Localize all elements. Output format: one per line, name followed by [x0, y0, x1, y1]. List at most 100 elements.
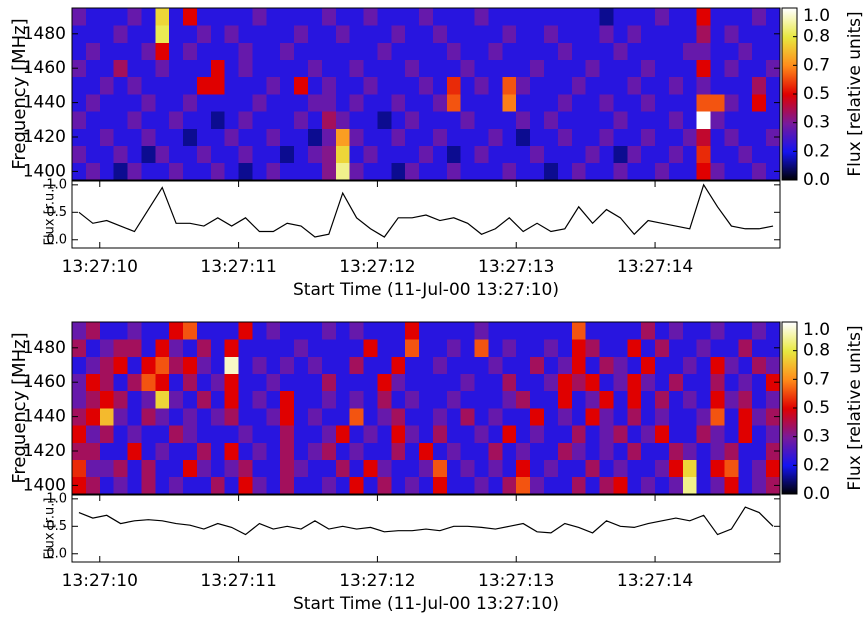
heatmap-cell [474, 162, 489, 181]
heatmap-cell [363, 145, 378, 164]
colorbar-segment [782, 78, 797, 81]
colorbar-tick-label: 0.8 [803, 341, 830, 361]
heatmap-cell [599, 356, 614, 374]
heatmap-cell [682, 373, 698, 392]
heatmap-cell [377, 128, 392, 146]
heatmap-cell [724, 162, 739, 181]
heatmap-cell [682, 442, 698, 460]
colorbar-segment [782, 132, 797, 135]
heatmap-cell [155, 373, 170, 392]
heatmap-cell [571, 425, 587, 443]
heatmap-cell [308, 459, 323, 478]
heatmap-cell [196, 59, 212, 78]
heatmap-cell [738, 59, 753, 78]
heatmap-cell [335, 408, 351, 426]
colorbar-segment [782, 398, 797, 401]
heatmap-cell [668, 425, 684, 443]
heatmap-cell [349, 59, 364, 78]
heatmap-cell [391, 94, 406, 112]
colorbar-segment [782, 82, 797, 85]
heatmap-cell [99, 408, 115, 426]
heatmap-cell [72, 356, 87, 374]
y-tick-label: 0.5 [46, 205, 67, 220]
colorbar-segment [782, 74, 797, 77]
heatmap-cell [627, 373, 642, 392]
heatmap-cell [655, 373, 670, 392]
heatmap-cell [460, 128, 475, 146]
colorbar-segment [782, 378, 797, 381]
heatmap-cell [599, 373, 614, 392]
heatmap-cell [127, 162, 142, 181]
x-tick-label: 13:27:11 [200, 571, 276, 591]
heatmap-cell [530, 128, 545, 146]
heatmap-cell [266, 476, 281, 495]
heatmap-cell [335, 476, 351, 495]
heatmap-cell [488, 25, 503, 43]
heatmap-cell [183, 111, 198, 129]
y-tick-label: 1480 [23, 338, 66, 358]
heatmap-cell [155, 408, 170, 426]
heatmap-cell [474, 408, 489, 426]
heatmap-cell [85, 145, 101, 164]
heatmap-cell [196, 425, 212, 443]
heatmap-cell [391, 322, 406, 340]
heatmap-cell [363, 162, 378, 181]
colorbar-segment [782, 158, 797, 161]
colorbar-segment [782, 350, 797, 353]
heatmap-cell [141, 59, 156, 78]
heatmap-cell [696, 442, 711, 460]
heatmap-cell [224, 94, 239, 112]
colorbar-segment [782, 326, 797, 329]
colorbar-segment [782, 368, 797, 371]
heatmap-cell [238, 339, 253, 357]
heatmap-cell [210, 442, 226, 460]
heatmap-cell [127, 442, 142, 460]
heatmap-cell [460, 42, 475, 60]
heatmap-cell [85, 322, 101, 340]
heatmap-cell [252, 128, 267, 146]
heatmap-cell [460, 162, 475, 181]
heatmap-cell [682, 128, 698, 146]
heatmap-cell [585, 408, 600, 426]
heatmap-cell [127, 476, 142, 495]
colorbar-segment [782, 136, 797, 139]
colorbar-tick-label: 0.5 [803, 398, 830, 418]
colorbar-segment [782, 400, 797, 403]
heatmap-cell [349, 145, 364, 164]
colorbar-tick-label: 0.2 [803, 141, 830, 161]
heatmap-cell [766, 94, 781, 112]
heatmap-cell [530, 322, 545, 340]
heatmap-cell [710, 339, 725, 357]
colorbar-segment [782, 372, 797, 375]
heatmap-cell [294, 339, 309, 357]
heatmap-cell [72, 111, 87, 129]
heatmap-cell [502, 322, 517, 340]
heatmap-cell [599, 339, 614, 357]
heatmap-cell [488, 442, 503, 460]
heatmap-cell [266, 8, 281, 26]
heatmap-cell [682, 390, 698, 409]
heatmap-cell [252, 408, 267, 426]
heatmap-cell [363, 111, 378, 129]
colorbar-segment [782, 426, 797, 429]
heatmap-cell [752, 59, 767, 78]
heatmap-cell [335, 94, 351, 112]
colorbar-segment [782, 460, 797, 463]
colorbar-segment [782, 408, 797, 411]
heatmap-cell [252, 145, 267, 164]
heatmap-cell [363, 59, 378, 78]
heatmap-cell [99, 425, 115, 443]
heatmap-cell [710, 128, 725, 146]
heatmap-cell [405, 373, 420, 392]
y-tick-label: 1420 [23, 441, 66, 461]
heatmap-cell [141, 25, 156, 43]
heatmap-cell [99, 459, 115, 478]
heatmap-cell [682, 59, 698, 78]
heatmap-cell [377, 42, 392, 60]
heatmap-cell [682, 94, 698, 112]
colorbar-segment [782, 328, 797, 331]
heatmap-cell [599, 25, 614, 43]
heatmap-cell [682, 162, 698, 181]
heatmap-cell [99, 42, 115, 60]
heatmap-cell [571, 59, 587, 78]
